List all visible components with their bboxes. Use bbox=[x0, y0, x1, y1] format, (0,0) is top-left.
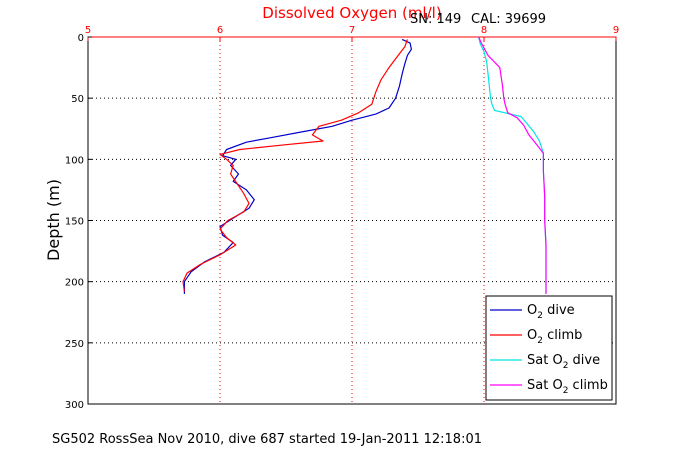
calibration-date: CAL: 39699 bbox=[471, 12, 546, 27]
grid-lines bbox=[88, 37, 616, 404]
footer-caption: SG502 RossSea Nov 2010, dive 687 started… bbox=[52, 432, 482, 447]
legend-item-sat-climb: Sat O2 climb bbox=[490, 378, 608, 396]
x-axis-ticks: 5 6 7 8 9 bbox=[85, 25, 619, 41]
x-tick-label: 6 bbox=[217, 25, 223, 36]
y-tick-label: 0 bbox=[78, 33, 84, 44]
y-axis-label: Depth (m) bbox=[44, 179, 63, 261]
series-layer bbox=[182, 36, 547, 294]
y-tick-label: 250 bbox=[65, 339, 84, 350]
x-tick-label: 9 bbox=[613, 25, 619, 36]
legend-label: O2 dive bbox=[527, 303, 575, 321]
legend-item-o2-dive: O2 dive bbox=[490, 303, 575, 321]
y-tick-label: 300 bbox=[65, 400, 84, 411]
legend-label: Sat O2 dive bbox=[527, 353, 600, 371]
serial-number: SN: 149 bbox=[410, 12, 461, 27]
y-tick-label: 100 bbox=[65, 155, 84, 166]
legend-label: Sat O2 climb bbox=[527, 378, 608, 396]
series-line-o2-climb bbox=[182, 39, 408, 292]
y-tick-label: 50 bbox=[71, 94, 84, 105]
x-tick-label: 7 bbox=[349, 25, 355, 36]
x-tick-label: 8 bbox=[481, 25, 487, 36]
legend-label: O2 climb bbox=[527, 328, 582, 346]
legend-item-o2-climb: O2 climb bbox=[490, 328, 582, 346]
x-tick-label: 5 bbox=[85, 25, 91, 36]
y-tick-label: 150 bbox=[65, 217, 84, 228]
y-axis-ticks: 0 50 100 150 200 250 300 bbox=[65, 33, 92, 411]
legend-box bbox=[485, 295, 613, 401]
legend: O2 dive O2 climb Sat O2 dive Sat O2 climb bbox=[485, 295, 613, 401]
series-line-sat-climb bbox=[478, 36, 547, 294]
chart-title: Dissolved Oxygen (ml/l) bbox=[262, 4, 441, 22]
y-tick-label: 200 bbox=[65, 278, 84, 289]
legend-item-sat-dive: Sat O2 dive bbox=[490, 353, 600, 371]
